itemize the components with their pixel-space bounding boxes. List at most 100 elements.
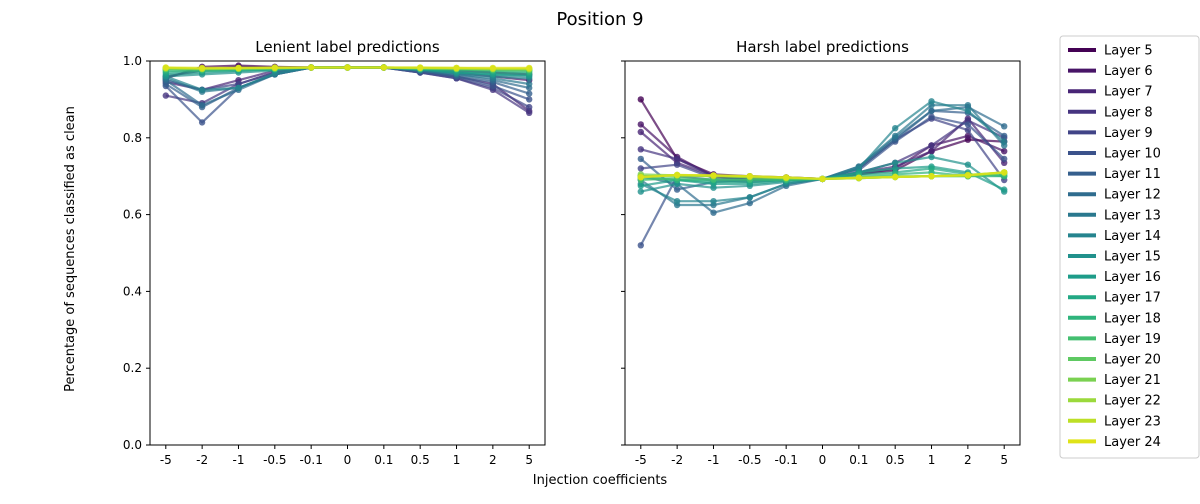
legend-label: Layer 11 [1104,167,1161,182]
legend-label: Layer 10 [1104,147,1161,162]
x-tick-label: 2 [964,453,972,467]
data-point [928,114,934,120]
data-point [674,172,680,178]
x-tick-label: 5 [1000,453,1008,467]
data-point [1001,138,1007,144]
legend-label: Layer 8 [1104,105,1153,120]
subplot-title: Harsh label predictions [736,38,909,56]
data-point [1001,123,1007,129]
data-point [892,174,898,180]
plot-frame [625,61,1020,445]
x-tick-label: -1 [707,453,719,467]
x-tick-label: 0 [344,453,352,467]
data-point [710,198,716,204]
data-point [163,64,169,70]
data-point [819,176,825,182]
data-point [163,92,169,98]
y-axis-label: Percentage of sequences classified as cl… [63,106,78,392]
data-point [638,242,644,248]
data-point [526,65,532,71]
x-tick-label: -2 [671,453,683,467]
data-point [928,148,934,154]
y-tick-label: 0.4 [123,284,142,298]
data-point [928,142,934,148]
data-point [638,146,644,152]
data-point [928,108,934,114]
legend-label: Layer 20 [1104,353,1161,368]
data-point [965,162,971,168]
x-tick-label: -1 [232,453,244,467]
data-point [638,96,644,102]
data-point [199,65,205,71]
data-point [674,186,680,192]
data-point [928,173,934,179]
x-tick-label: 5 [525,453,533,467]
x-tick-label: -2 [196,453,208,467]
legend-label: Layer 6 [1104,64,1153,79]
x-tick-label: -5 [160,453,172,467]
data-point [747,200,753,206]
legend-label: Layer 18 [1104,311,1161,326]
data-point [235,65,241,71]
y-tick-label: 0.6 [123,208,142,222]
data-point [892,160,898,166]
legend-label: Layer 21 [1104,373,1161,388]
data-point [928,98,934,104]
data-point [308,64,314,70]
legend-label: Layer 15 [1104,250,1161,265]
data-point [199,119,205,125]
data-point [965,102,971,108]
legend-label: Layer 19 [1104,332,1161,347]
data-point [344,64,350,70]
data-point [965,108,971,114]
legend-label: Layer 13 [1104,208,1161,223]
x-tick-label: -0.1 [299,453,322,467]
legend-label: Layer 24 [1104,435,1161,450]
data-point [856,175,862,181]
x-tick-label: 0.5 [886,453,905,467]
x-tick-label: 1 [453,453,461,467]
data-point [638,188,644,194]
x-tick-label: 2 [489,453,497,467]
legend-label: Layer 22 [1104,394,1161,409]
data-point [526,104,532,110]
x-axis-label: Injection coefficients [533,473,668,488]
data-point [381,64,387,70]
data-point [965,172,971,178]
data-point [1001,186,1007,192]
plot-frame [150,61,545,445]
x-tick-label: 0 [819,453,827,467]
data-point [674,156,680,162]
data-point [526,96,532,102]
data-point [1001,169,1007,175]
x-tick-label: 0.5 [411,453,430,467]
data-point [638,165,644,171]
data-point [892,125,898,131]
data-point [526,90,532,96]
x-tick-label: -0.5 [263,453,286,467]
x-tick-label: 1 [928,453,936,467]
data-point [638,174,644,180]
data-point [272,64,278,70]
data-point [417,64,423,70]
data-point [638,121,644,127]
legend-label: Layer 7 [1104,85,1153,100]
data-point [638,183,644,189]
legend-label: Layer 5 [1104,44,1153,59]
legend-label: Layer 16 [1104,270,1161,285]
legend-label: Layer 23 [1104,414,1161,429]
data-point [747,194,753,200]
data-point [674,162,680,168]
y-tick-label: 0.2 [123,361,142,375]
subplot-title: Lenient label predictions [255,38,440,56]
data-point [199,102,205,108]
data-point [1001,133,1007,139]
legend-label: Layer 12 [1104,188,1161,203]
data-point [783,174,789,180]
